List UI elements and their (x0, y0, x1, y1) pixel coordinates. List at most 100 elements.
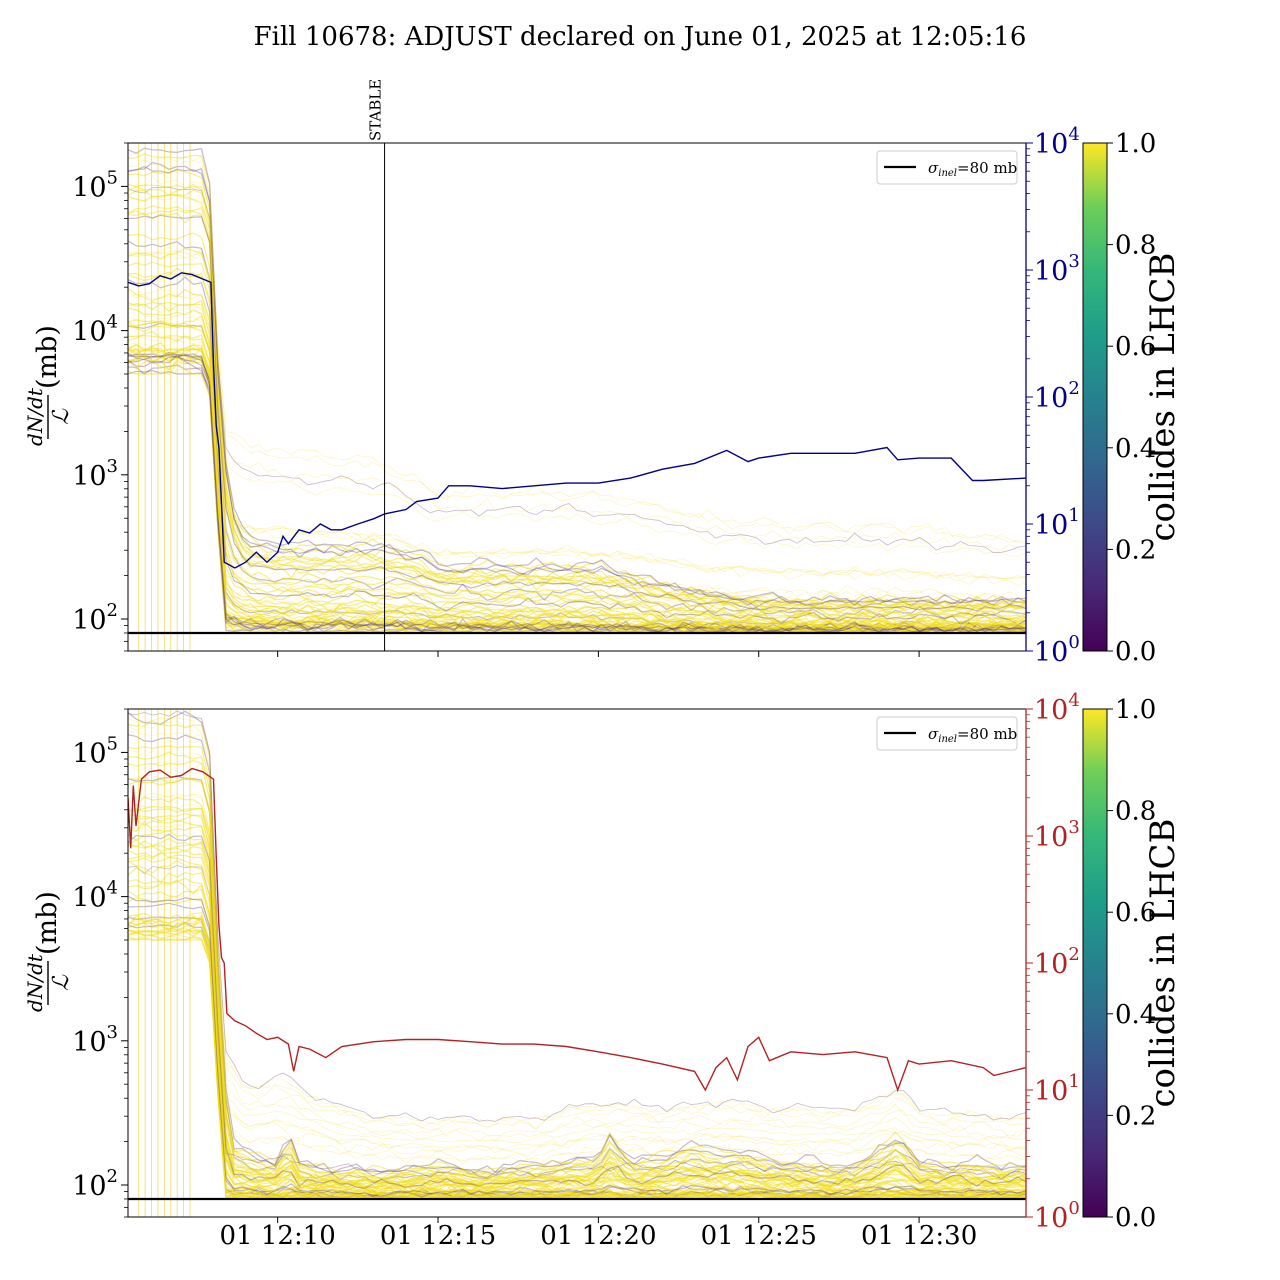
y2-tick-label: 102 (1034, 944, 1080, 980)
bunch-trace (128, 364, 1026, 633)
colorbar-label: collides in LHCB (1143, 252, 1183, 541)
bunch-trace (128, 896, 1026, 1198)
y-axis-label-denominator: ℒ (49, 974, 74, 991)
x-tick-label: 01 12:20 (540, 1221, 656, 1251)
bunch-trace (128, 775, 1026, 1188)
bunch-trace (128, 720, 1026, 1130)
bunch-trace (128, 821, 1026, 1191)
bunch-trace (128, 159, 1026, 545)
bunch-trace (128, 271, 1026, 621)
bottom-panel: 102 103 104 105 100 101 102 103 104 01 12:10 01 12… (23, 690, 1183, 1251)
x-tick-label: 01 12:15 (380, 1221, 496, 1251)
bunch-trace (128, 864, 1026, 1180)
bunch-trace (128, 823, 1026, 1165)
legend: σinel=80 mb (876, 150, 1018, 185)
colorbar-tick-label: 0.2 (1115, 1101, 1156, 1131)
colorbar-tick-label: 0.6 (1115, 332, 1156, 362)
colorbar-tick-label: 0.4 (1115, 434, 1156, 464)
y-axis-label: dN/dt ℒ (mb) (23, 325, 74, 446)
bunch-trace (128, 186, 1026, 554)
top-panel: STABLE 102 103 104 105 100 101 102 103 104 dN/dt ℒ (… (23, 79, 1183, 668)
bunch-trace (128, 246, 1026, 585)
y2-tick-label: 102 (1034, 378, 1080, 414)
annotation-label: STABLE (367, 79, 385, 141)
bunch-trace (128, 261, 1026, 620)
y-axis-label-unit: (mb) (32, 891, 63, 955)
bunch-trace (128, 169, 1026, 609)
bunch-trace (128, 176, 1026, 551)
bunch-trace (128, 710, 1026, 1122)
y-axis-label-denominator: ℒ (49, 408, 74, 425)
bunch-trace (128, 195, 1026, 557)
bunch-trace (128, 807, 1026, 1187)
bunch-trace (128, 267, 1026, 625)
y-tick-label: 104 (72, 312, 118, 348)
y-tick-label: 102 (72, 600, 118, 636)
bunch-trace (128, 214, 1026, 612)
y2-tick-label: 103 (1034, 817, 1080, 853)
y-tick-label: 103 (72, 1022, 118, 1058)
secondary-series-line (128, 272, 1026, 569)
y-tick-label: 105 (72, 167, 118, 203)
colorbar-tick-label: 0.0 (1115, 1203, 1156, 1233)
plot-area (128, 143, 1026, 651)
x-tick-label: 01 12:25 (701, 1221, 817, 1251)
legend-box (876, 716, 1018, 751)
colorbar-tick-label: 0.8 (1115, 797, 1156, 827)
bunch-trace (128, 776, 1026, 1184)
bunch-trace (128, 747, 1026, 1142)
bunch-trace (128, 833, 1026, 1190)
legend-label: σinel=80 mb (928, 159, 1017, 179)
colorbar-tick-label: 0.6 (1115, 898, 1156, 928)
bunch-trace (128, 356, 1026, 633)
bunch-trace (128, 320, 1026, 629)
bunch-trace (128, 867, 1026, 1198)
bunch-trace (128, 147, 1026, 606)
bunch-trace (128, 334, 1026, 620)
bunch-trace (128, 232, 1026, 617)
bunch-trace (128, 208, 1026, 615)
figure-title: Fill 10678: ADJUST declared on June 01, … (254, 22, 1027, 52)
colorbar-tick-label: 1.0 (1115, 129, 1156, 159)
bunch-trace (128, 895, 1026, 1198)
bunch-trace (128, 354, 1026, 633)
legend: σinel=80 mb (876, 716, 1018, 751)
y-axis-label: dN/dt ℒ (mb) (23, 891, 74, 1012)
bunch-trace (128, 299, 1026, 625)
bunch-trace (128, 914, 1026, 1199)
y-tick-label: 103 (72, 456, 118, 492)
colorbar-tick-label: 0.0 (1115, 637, 1156, 667)
bunch-trace (128, 710, 1026, 1175)
bunch-trace (128, 844, 1026, 1192)
bunch-trace (128, 247, 1026, 620)
bunch-trace (128, 761, 1026, 1142)
bunch-trace (128, 823, 1026, 1162)
bunch-trace (128, 819, 1026, 1191)
legend-box (876, 150, 1018, 185)
bunch-trace (128, 829, 1026, 1190)
bunch-trace (128, 877, 1026, 1195)
bunch-trace (128, 731, 1026, 1131)
colorbar-tick-label: 0.8 (1115, 231, 1156, 261)
colorbar-tick-label: 1.0 (1115, 695, 1156, 725)
bunch-trace (128, 791, 1026, 1154)
y2-tick-label: 101 (1034, 505, 1080, 541)
y2-tick-label: 103 (1034, 251, 1080, 287)
y2-tick-label: 104 (1034, 124, 1080, 160)
colorbar: 0.0 0.2 0.4 0.6 0.8 1.0 collides in LHCB (1082, 695, 1183, 1233)
bunch-trace (128, 923, 1026, 1198)
bunch-trace (128, 859, 1026, 1197)
bunch-trace (128, 814, 1026, 1186)
bunch-trace (128, 307, 1026, 628)
bunch-trace (128, 252, 1026, 587)
bunch-trace (128, 251, 1026, 580)
bunch-trace (128, 205, 1026, 616)
y2-tick-label: 100 (1034, 632, 1080, 668)
colorbar: 0.0 0.2 0.4 0.6 0.8 1.0 collides in LHCB (1082, 129, 1183, 667)
y-tick-label: 104 (72, 878, 118, 914)
secondary-series-line (128, 767, 1026, 1093)
bunch-trace (128, 289, 1026, 601)
bunch-trace (128, 923, 1026, 1198)
y2-tick-label: 100 (1034, 1198, 1080, 1234)
